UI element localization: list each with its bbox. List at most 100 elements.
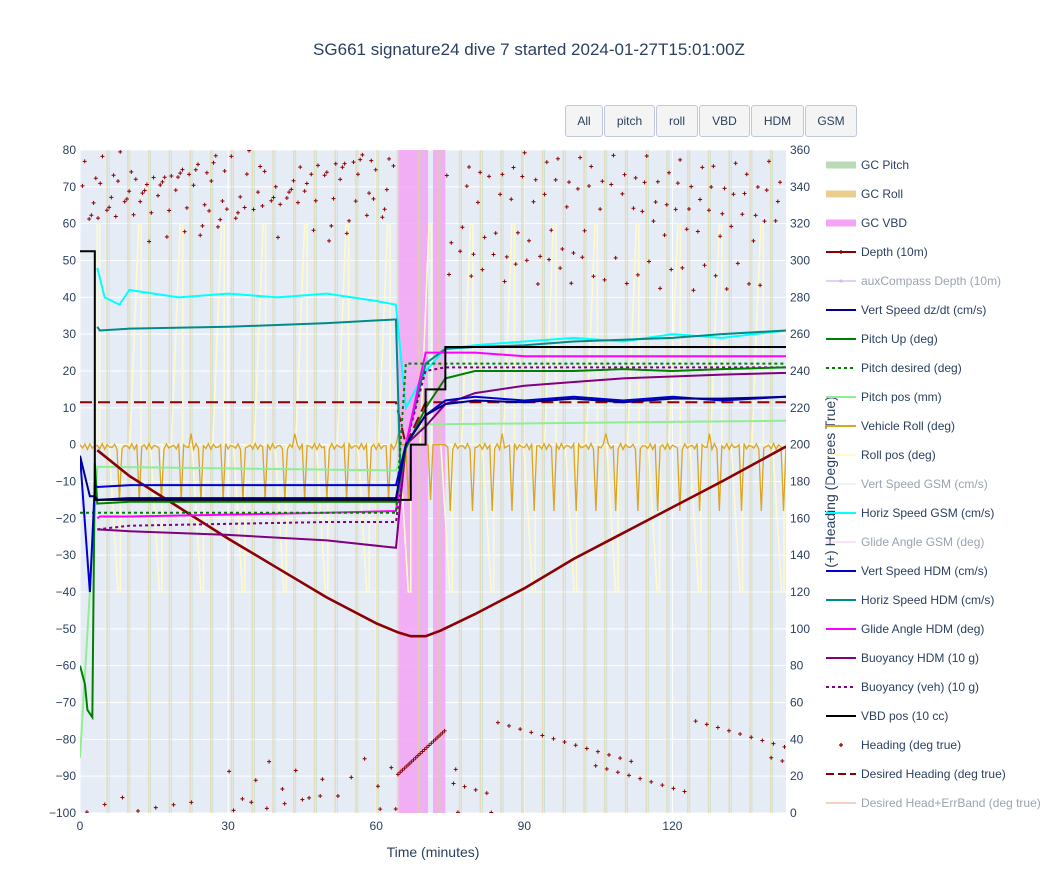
y2-tick-label: 320 xyxy=(790,217,810,231)
heading-marker xyxy=(422,747,427,752)
legend-item-heading-deg-true[interactable]: Heading (deg true) xyxy=(839,738,961,752)
legend-item-vehicle-roll-deg[interactable]: Vehicle Roll (deg) xyxy=(826,419,955,433)
heading-marker xyxy=(484,791,489,796)
heading-marker xyxy=(593,763,598,768)
heading-marker xyxy=(127,189,132,194)
legend-item-vert-speed-gsm-cm-s[interactable]: Vert Speed GSM (cm/s) xyxy=(826,477,988,491)
heading-marker xyxy=(413,755,418,760)
heading-marker xyxy=(133,177,138,182)
legend-item-gc-roll[interactable]: GC Roll xyxy=(826,187,903,201)
heading-marker xyxy=(431,739,436,744)
legend-item-gc-pitch[interactable]: GC Pitch xyxy=(826,158,909,172)
heading-marker xyxy=(515,230,520,235)
view-pitch-button[interactable]: pitch xyxy=(604,105,655,137)
heading-marker xyxy=(680,265,685,270)
heading-marker xyxy=(338,177,343,182)
heading-marker xyxy=(202,202,207,207)
heading-marker xyxy=(102,802,107,807)
legend-item-pitch-up-deg[interactable]: Pitch Up (deg) xyxy=(826,332,938,346)
y2-axis-label: (+) Heading (Degrees True) xyxy=(822,396,838,568)
legend-item-glide-angle-gsm-deg[interactable]: Glide Angle GSM (deg) xyxy=(826,535,984,549)
heading-marker xyxy=(111,173,116,178)
heading-marker xyxy=(693,719,698,724)
heading-marker xyxy=(360,152,365,157)
heading-marker xyxy=(509,197,514,202)
y-tick-label: −80 xyxy=(56,732,77,746)
legend: GC Pitch GC Roll GC VBD Depth (10m) auxCompa… xyxy=(826,158,1041,810)
chart-title: SG661 signature24 dive 7 started 2024-01… xyxy=(313,40,745,59)
heading-marker xyxy=(284,195,289,200)
legend-label: Vert Speed dz/dt (cm/s) xyxy=(861,303,986,317)
heading-marker xyxy=(131,212,136,217)
heading-marker xyxy=(666,170,671,175)
heading-marker xyxy=(122,199,127,204)
heading-marker xyxy=(489,810,494,813)
heading-marker xyxy=(662,233,667,238)
heading-marker xyxy=(755,185,760,190)
view-gsm-button[interactable]: GSM xyxy=(805,105,857,137)
heading-marker xyxy=(258,164,263,169)
heading-marker xyxy=(407,761,412,766)
heading-marker xyxy=(442,728,447,733)
heading-marker xyxy=(418,751,423,756)
heading-marker xyxy=(462,784,467,789)
heading-marker xyxy=(611,153,616,158)
legend-item-vert-speed-dz-dt-cm-s[interactable]: Vert Speed dz/dt (cm/s) xyxy=(826,303,986,317)
legend-item-horiz-speed-gsm-cm-s[interactable]: Horiz Speed GSM (cm/s) xyxy=(826,506,994,520)
view-vbd-button[interactable]: VBD xyxy=(699,105,750,137)
x-tick-label: 60 xyxy=(370,819,384,833)
legend-item-pitch-pos-mm[interactable]: Pitch pos (mm) xyxy=(826,390,942,404)
legend-item-gc-vbd[interactable]: GC VBD xyxy=(826,216,907,230)
legend-item-depth-10m[interactable]: Depth (10m) xyxy=(826,245,928,259)
legend-item-auxcompass-depth-10m[interactable]: auxCompass Depth (10m) xyxy=(826,274,1001,288)
legend-item-buoyancy-hdm-10-g[interactable]: Buoyancy HDM (10 g) xyxy=(826,651,979,665)
heading-marker xyxy=(464,184,469,189)
legend-item-roll-pos-deg[interactable]: Roll pos (deg) xyxy=(826,448,936,462)
legend-marker xyxy=(839,279,843,283)
y-tick-label: 40 xyxy=(63,290,77,304)
heading-marker xyxy=(280,787,285,792)
legend-item-buoyancy-veh-10-g[interactable]: Buoyancy (veh) (10 g) xyxy=(826,680,979,694)
legend-label: Vert Speed GSM (cm/s) xyxy=(861,477,988,491)
heading-marker xyxy=(178,171,183,176)
heading-marker xyxy=(211,160,216,165)
y-tick-label: −40 xyxy=(56,585,77,599)
heading-marker xyxy=(398,770,403,775)
heading-marker xyxy=(600,179,605,184)
x-tick-label: 30 xyxy=(221,819,235,833)
heading-marker xyxy=(587,184,592,189)
heading-marker xyxy=(235,210,240,215)
heading-marker xyxy=(160,179,165,184)
view-hdm-button[interactable]: HDM xyxy=(751,105,804,137)
heading-marker xyxy=(313,198,318,203)
legend-item-horiz-speed-hdm-cm-s[interactable]: Horiz Speed HDM (cm/s) xyxy=(826,593,994,607)
heading-marker xyxy=(240,796,245,801)
legend-item-desired-heading-deg-true[interactable]: Desired Heading (deg true) xyxy=(826,767,1006,781)
y-tick-label: −70 xyxy=(56,696,77,710)
depth-10m-line xyxy=(96,445,786,638)
heading-marker xyxy=(702,263,707,268)
view-button-group: All pitch roll VBD HDM GSM xyxy=(565,105,858,137)
heading-marker xyxy=(549,228,554,233)
heading-marker xyxy=(507,723,512,728)
legend-item-vert-speed-hdm-cm-s[interactable]: Vert Speed HDM (cm/s) xyxy=(826,564,988,578)
heading-marker xyxy=(209,179,214,184)
heading-marker xyxy=(529,730,534,735)
legend-label: GC Roll xyxy=(861,187,903,201)
heading-marker xyxy=(100,154,105,159)
heading-marker xyxy=(706,208,711,213)
legend-item-vbd-pos-10-cc[interactable]: VBD pos (10 cc) xyxy=(826,709,948,723)
view-all-button[interactable]: All xyxy=(565,105,603,137)
view-roll-button[interactable]: roll xyxy=(656,105,698,137)
heading-marker xyxy=(322,173,327,178)
heading-marker xyxy=(149,210,154,215)
legend-item-pitch-desired-deg[interactable]: Pitch desired (deg) xyxy=(826,361,962,375)
y-tick-label: −30 xyxy=(56,548,77,562)
heading-marker xyxy=(746,281,751,286)
heading-marker xyxy=(744,172,749,177)
y-tick-label: −100 xyxy=(49,806,76,820)
legend-item-glide-angle-hdm-deg[interactable]: Glide Angle HDM (deg) xyxy=(826,622,984,636)
heading-marker xyxy=(173,188,178,193)
heading-marker xyxy=(724,287,729,292)
legend-item-desired-head-errband-deg-true[interactable]: Desired Head+ErrBand (deg true) xyxy=(826,796,1041,810)
